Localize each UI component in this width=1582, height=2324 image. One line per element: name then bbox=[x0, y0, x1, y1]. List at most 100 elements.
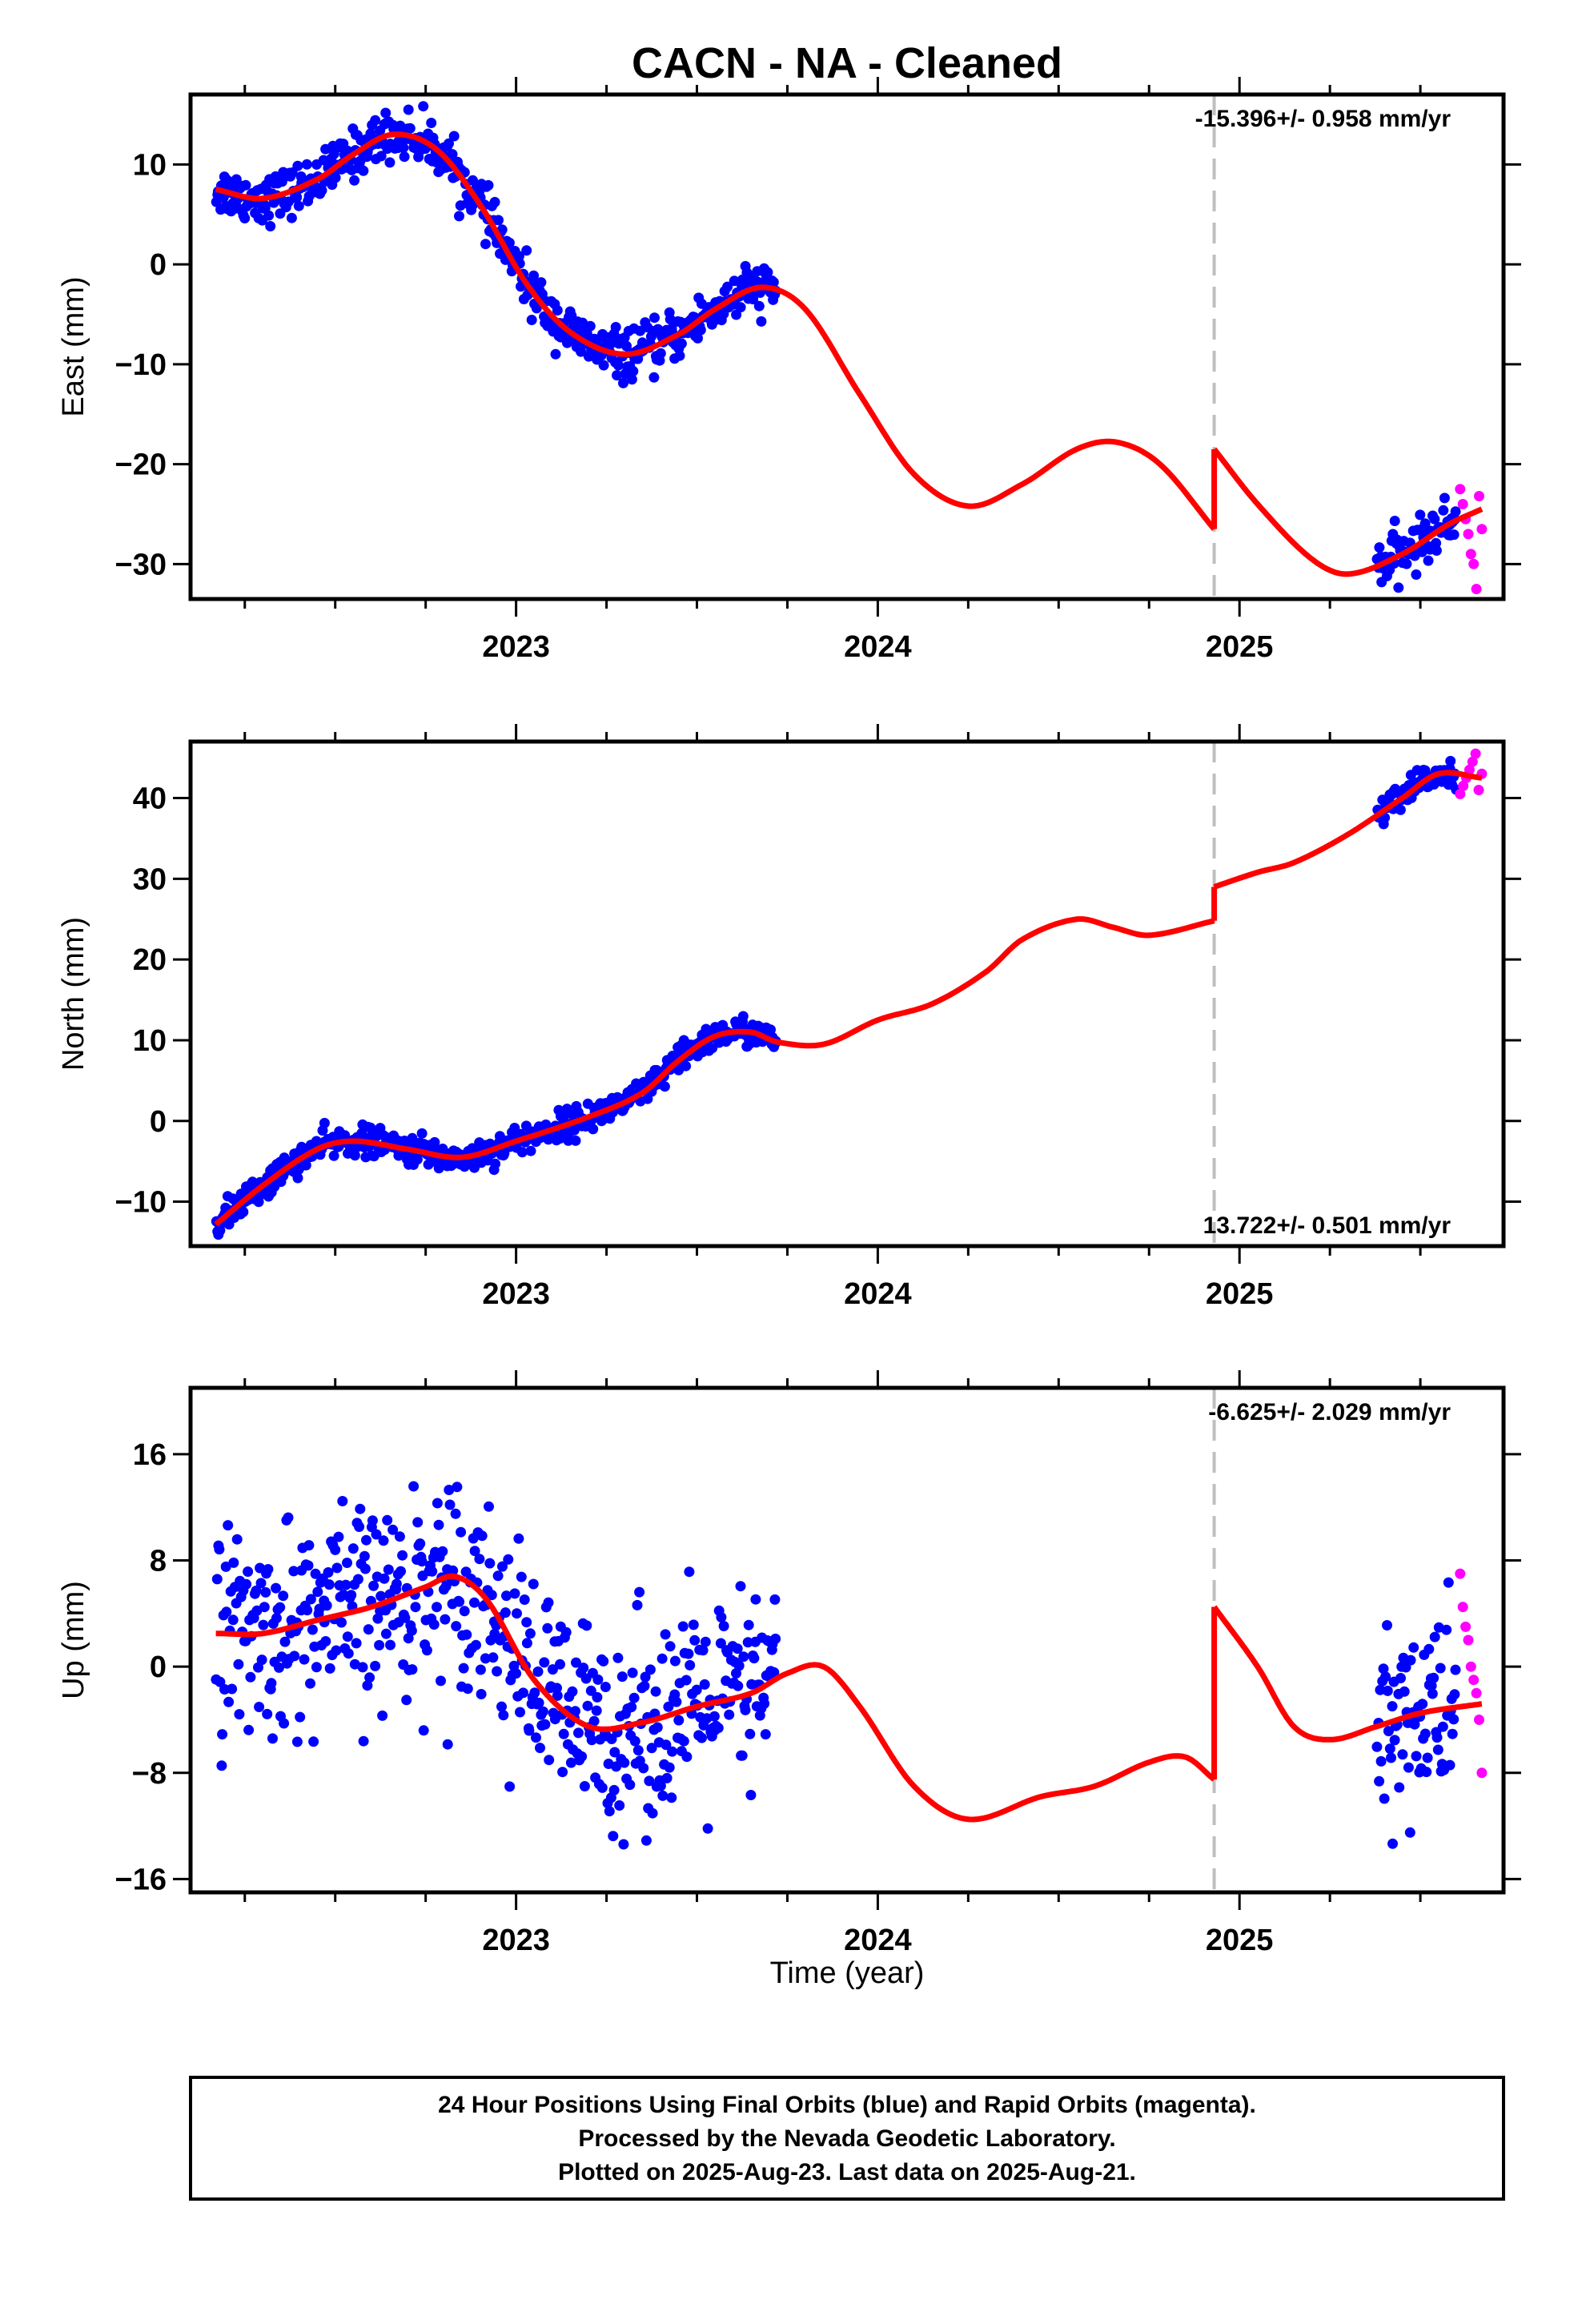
final-orbit-point bbox=[700, 1636, 711, 1647]
final-orbit-point bbox=[331, 1562, 343, 1574]
final-orbit-point bbox=[266, 1678, 277, 1689]
final-orbit-point bbox=[702, 1823, 713, 1834]
final-orbit-point bbox=[382, 1514, 393, 1526]
final-orbit-point bbox=[521, 1638, 532, 1649]
final-orbit-point bbox=[632, 1599, 643, 1610]
final-orbit-point bbox=[516, 1147, 528, 1158]
rapid-orbit-point bbox=[1457, 1602, 1468, 1613]
final-orbit-point bbox=[299, 1654, 310, 1665]
data-points bbox=[211, 101, 1488, 594]
final-orbit-point bbox=[718, 1621, 729, 1631]
final-orbit-point bbox=[221, 1606, 232, 1618]
final-orbit-point bbox=[358, 165, 369, 176]
final-orbit-point bbox=[509, 1588, 520, 1599]
final-orbit-point bbox=[665, 1641, 676, 1652]
final-orbit-point bbox=[380, 1628, 391, 1639]
final-orbit-point bbox=[646, 1743, 657, 1754]
final-orbit-point bbox=[426, 118, 437, 128]
final-orbit-point bbox=[1375, 1684, 1386, 1695]
x-tick-label: 2024 bbox=[844, 1924, 912, 1957]
final-orbit-point bbox=[302, 1605, 313, 1616]
final-orbit-point bbox=[275, 1602, 286, 1613]
final-orbit-point bbox=[560, 1626, 572, 1638]
final-orbit-point bbox=[349, 175, 360, 186]
final-orbit-point bbox=[550, 348, 561, 360]
final-orbit-point bbox=[416, 1556, 428, 1567]
final-orbit-point bbox=[370, 1660, 381, 1671]
final-orbit-point bbox=[492, 1666, 503, 1677]
rapid-orbit-point bbox=[1467, 756, 1478, 767]
final-orbit-point bbox=[749, 1653, 760, 1664]
final-orbit-point bbox=[1375, 1755, 1387, 1767]
final-orbit-point bbox=[1450, 506, 1461, 517]
final-orbit-point bbox=[215, 1225, 226, 1236]
final-orbit-point bbox=[1429, 513, 1440, 525]
final-orbit-point bbox=[404, 123, 416, 134]
final-orbit-point bbox=[753, 300, 765, 312]
final-orbit-point bbox=[451, 1621, 462, 1632]
final-orbit-point bbox=[1411, 569, 1422, 580]
final-orbit-point bbox=[695, 324, 706, 336]
final-orbit-point bbox=[528, 1578, 539, 1590]
final-orbit-point bbox=[295, 1711, 306, 1723]
final-orbit-point bbox=[500, 1607, 511, 1618]
y-tick-label: 0 bbox=[150, 1651, 167, 1684]
final-orbit-point bbox=[598, 1655, 609, 1667]
final-orbit-point bbox=[735, 1581, 746, 1592]
final-orbit-point bbox=[1450, 1664, 1461, 1675]
final-orbit-point bbox=[474, 1554, 485, 1565]
final-orbit-point bbox=[1444, 1759, 1456, 1771]
final-orbit-point bbox=[279, 1718, 290, 1729]
final-orbit-point bbox=[516, 1571, 527, 1582]
final-orbit-point bbox=[598, 360, 609, 371]
final-orbit-point bbox=[524, 1628, 536, 1639]
final-orbit-point bbox=[349, 1150, 360, 1161]
final-orbit-point bbox=[591, 1705, 602, 1716]
data-points bbox=[211, 1481, 1488, 1850]
final-orbit-point bbox=[715, 1638, 726, 1649]
final-orbit-point bbox=[628, 1692, 640, 1703]
final-orbit-point bbox=[1393, 582, 1404, 593]
final-orbit-point bbox=[1415, 509, 1426, 521]
final-orbit-point bbox=[588, 1124, 599, 1135]
final-orbit-point bbox=[493, 215, 504, 226]
final-orbit-point bbox=[358, 1735, 369, 1747]
final-orbit-point bbox=[1405, 1655, 1416, 1666]
final-orbit-point bbox=[555, 1659, 565, 1670]
model-curve bbox=[215, 131, 1217, 531]
y-tick-label: −20 bbox=[115, 448, 167, 482]
final-orbit-point bbox=[211, 1574, 223, 1585]
final-orbit-point bbox=[328, 1150, 339, 1161]
final-orbit-point bbox=[1411, 1751, 1422, 1762]
final-orbit-point bbox=[300, 1160, 311, 1171]
final-orbit-point bbox=[1438, 505, 1449, 516]
y-tick-label: 40 bbox=[133, 782, 167, 816]
final-orbit-point bbox=[401, 1695, 412, 1706]
final-orbit-point bbox=[671, 1696, 682, 1707]
final-orbit-point bbox=[397, 1550, 408, 1561]
final-orbit-point bbox=[370, 115, 381, 126]
final-orbit-point bbox=[1432, 1744, 1443, 1755]
final-orbit-point bbox=[532, 1666, 544, 1677]
final-orbit-point bbox=[1449, 1689, 1460, 1700]
final-orbit-point bbox=[512, 1608, 522, 1619]
final-orbit-point bbox=[608, 1831, 619, 1842]
final-orbit-point bbox=[292, 1172, 303, 1184]
final-orbit-point bbox=[592, 1674, 604, 1685]
final-orbit-point bbox=[333, 1531, 344, 1542]
final-orbit-point bbox=[605, 339, 616, 349]
final-orbit-point bbox=[223, 1696, 235, 1707]
final-orbit-point bbox=[259, 1602, 270, 1613]
final-orbit-point bbox=[288, 1566, 299, 1577]
final-orbit-point bbox=[418, 1725, 429, 1736]
final-orbit-point bbox=[740, 1704, 751, 1715]
final-orbit-point bbox=[283, 1512, 294, 1523]
final-orbit-point bbox=[233, 1659, 244, 1670]
model-curve-after-offset bbox=[1211, 1605, 1484, 1743]
final-orbit-point bbox=[552, 1683, 562, 1694]
final-orbit-point bbox=[661, 1739, 672, 1751]
y-axis-label: East (mm) bbox=[57, 276, 90, 416]
final-orbit-point bbox=[484, 1501, 494, 1512]
final-orbit-point bbox=[379, 1573, 390, 1584]
rapid-orbit-point bbox=[1468, 558, 1480, 569]
